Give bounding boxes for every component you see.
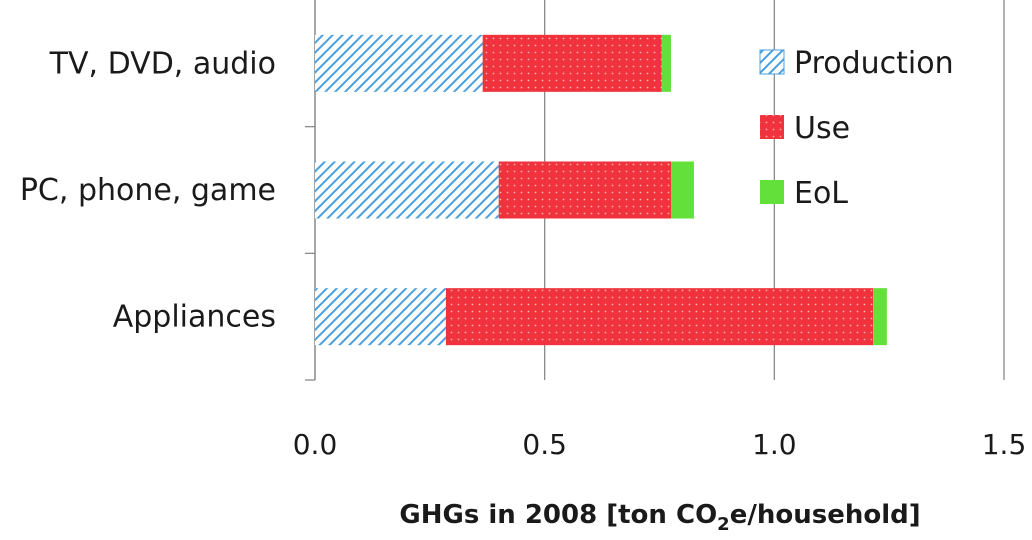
bar-use-pc-phone-game [498, 161, 671, 219]
category-labels: TV, DVD, audio PC, phone, game Appliances [20, 46, 276, 334]
bar-production-pc-phone-game [315, 161, 499, 219]
legend-label-production: Production [794, 46, 954, 81]
legend-label-use: Use [794, 111, 850, 146]
x-tick-label-3: 1.5 [982, 428, 1027, 461]
category-label-appliances: Appliances [113, 300, 276, 335]
x-axis-title-prefix: GHGs in 2008 [ton CO [399, 500, 717, 530]
legend-swatch-eol [760, 180, 784, 204]
x-tick-labels: 0.0 0.5 1.0 1.5 [293, 428, 1027, 461]
category-label-tv-dvd-audio: TV, DVD, audio [49, 46, 276, 81]
x-tick-label-0: 0.0 [293, 428, 338, 461]
x-tick-label-2: 1.0 [752, 428, 797, 461]
x-axis-title: GHGs in 2008 [ton CO2e/household] [399, 500, 920, 535]
bar-eol-pc-phone-game [670, 161, 694, 219]
legend-swatch-production [759, 49, 785, 75]
bar-production-appliances [315, 288, 446, 346]
bar-use-appliances [445, 288, 874, 346]
x-axis-title-subscript: 2 [717, 514, 730, 535]
bar-use-tv-dvd-audio [482, 34, 662, 92]
bar-eol-tv-dvd-audio [661, 34, 671, 92]
x-axis-title-suffix: e/household] [730, 500, 921, 530]
bar-eol-appliances [873, 288, 887, 346]
category-label-pc-phone-game: PC, phone, game [20, 173, 276, 208]
x-tick-label-1: 0.5 [522, 428, 567, 461]
legend-label-eol: EoL [794, 176, 848, 211]
legend: Production Use EoL [759, 46, 954, 211]
bars [315, 34, 887, 346]
legend-swatch-use [760, 115, 784, 139]
bar-production-tv-dvd-audio [315, 34, 483, 92]
